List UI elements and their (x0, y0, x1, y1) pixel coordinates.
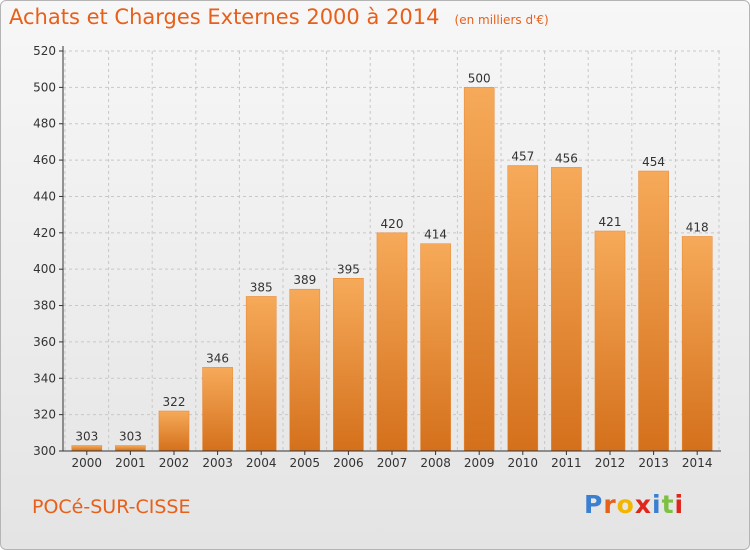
proxiti-logo: Proxiti (584, 490, 684, 519)
y-tick-label: 520 (33, 44, 56, 58)
x-tick-label: 2006 (333, 456, 364, 470)
bar (158, 410, 190, 452)
bar (71, 445, 103, 452)
bar (202, 367, 233, 452)
x-tick-label: 2008 (420, 456, 451, 470)
x-tick-label: 2011 (551, 456, 582, 470)
x-tick-label: 2002 (159, 456, 190, 470)
axes (59, 46, 721, 455)
bar-value-label: 418 (686, 220, 709, 234)
y-tick-label: 440 (33, 189, 56, 203)
bar-value-label: 457 (511, 150, 534, 164)
bar (376, 232, 408, 452)
bar-value-label: 420 (381, 217, 404, 231)
y-tick-label: 460 (33, 153, 56, 167)
bar (115, 445, 146, 452)
logo-letter: t (661, 490, 675, 519)
bar-value-label: 303 (119, 430, 142, 444)
x-tick-label: 2005 (290, 456, 321, 470)
x-tick-label: 2003 (202, 456, 233, 470)
y-tick-label: 300 (33, 444, 56, 458)
logo-letter: i (674, 490, 685, 519)
y-tick-label: 420 (33, 226, 56, 240)
bar-value-label: 414 (424, 228, 447, 242)
bar (463, 87, 495, 452)
bar-value-label: 346 (206, 351, 229, 365)
y-tick-label: 360 (33, 335, 56, 349)
bar (289, 288, 321, 452)
y-tick-label: 340 (33, 371, 56, 385)
bar-value-label: 395 (337, 262, 360, 276)
title-row: Achats et Charges Externes 2000 à 2014 (… (9, 5, 549, 29)
bar (333, 278, 364, 452)
bar-value-label: 385 (250, 280, 273, 294)
y-tick-label: 480 (33, 117, 56, 131)
x-tick-label: 2001 (115, 456, 146, 470)
y-tick-label: 320 (33, 408, 56, 422)
logo-letter: i (652, 490, 662, 519)
x-tick-label: 2012 (595, 456, 626, 470)
bar-value-label: 303 (75, 430, 98, 444)
y-tick-label: 400 (33, 262, 56, 276)
x-tick-label: 2000 (72, 456, 103, 470)
bar-value-label: 322 (163, 395, 186, 409)
labels: 300 320 340 360 380 400 420 440 460 480 500 520 303 2… (33, 44, 712, 470)
bars (71, 87, 713, 452)
bar-value-label: 389 (293, 273, 316, 287)
bar-value-label: 500 (468, 71, 491, 85)
bar (681, 236, 713, 452)
logo-letter: r (603, 490, 617, 519)
bar (420, 243, 451, 452)
logo-letter: o (616, 490, 635, 519)
chart-subtitle: (en milliers d'€) (454, 13, 549, 27)
logo-letter: x (634, 490, 652, 519)
x-tick-label: 2009 (464, 456, 495, 470)
x-tick-label: 2014 (682, 456, 713, 470)
chart-title: Achats et Charges Externes 2000 à 2014 (9, 5, 440, 29)
x-tick-label: 2013 (638, 456, 669, 470)
x-tick-label: 2004 (246, 456, 277, 470)
bar (594, 230, 626, 452)
x-tick-label: 2010 (508, 456, 539, 470)
bar-value-label: 454 (642, 155, 665, 169)
bar-value-label: 421 (599, 215, 622, 229)
bar (551, 167, 582, 452)
logo-letter: P (584, 490, 604, 519)
y-tick-label: 500 (33, 80, 56, 94)
x-tick-label: 2007 (377, 456, 408, 470)
bar (245, 296, 277, 452)
commune-name: POCé-SUR-CISSE (32, 496, 191, 518)
bar (638, 170, 669, 452)
bar-value-label: 456 (555, 151, 578, 165)
bar (507, 165, 539, 452)
y-tick-label: 380 (33, 299, 56, 313)
